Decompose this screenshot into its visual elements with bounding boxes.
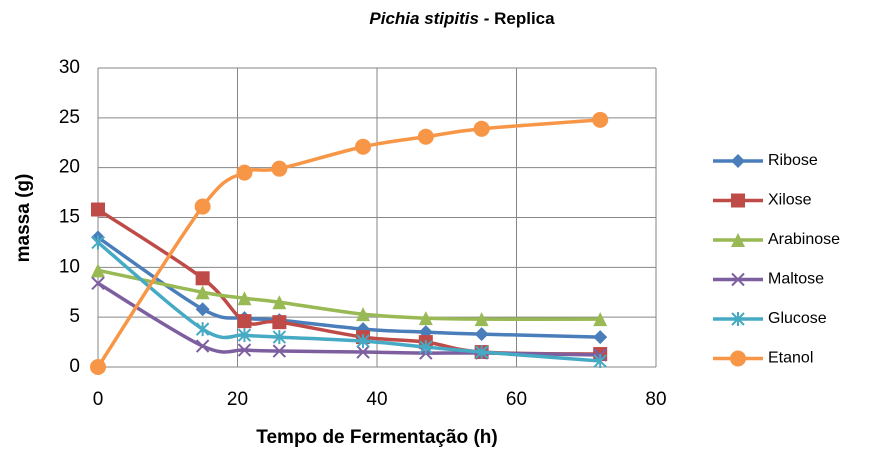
series-line	[96, 241, 601, 363]
data-point	[356, 334, 370, 349]
x-axis-title: Tempo de Fermentação (h)	[256, 427, 497, 448]
y-tick-label: 0	[69, 356, 80, 377]
data-point	[474, 345, 489, 360]
y-tick-label: 15	[59, 207, 80, 228]
data-point	[91, 202, 105, 217]
data-point	[592, 111, 609, 128]
data-point	[473, 120, 490, 137]
x-tick-label: 80	[645, 389, 666, 410]
legend-text: Arabinose	[768, 231, 840, 248]
y-tick-label: 20	[59, 157, 80, 178]
data-point	[91, 276, 105, 290]
data-point	[237, 314, 252, 329]
data-point	[355, 138, 372, 155]
y-axis-title: massa (g)	[13, 174, 34, 263]
chart-title: Pichia stipitis - Replica	[369, 9, 555, 28]
legend-marker	[731, 193, 745, 208]
y-tick-label: 25	[59, 107, 80, 128]
data-point	[356, 345, 370, 359]
data-point	[593, 330, 608, 345]
data-point	[237, 328, 252, 343]
data-point	[272, 315, 287, 330]
x-tick-label: 0	[93, 389, 104, 410]
data-point	[271, 160, 288, 177]
y-tick-label: 5	[69, 306, 80, 327]
data-point	[474, 312, 489, 327]
legend-marker	[731, 154, 745, 168]
data-point	[419, 340, 433, 355]
data-point	[237, 291, 252, 306]
data-point	[272, 330, 287, 345]
data-point	[195, 322, 210, 337]
series-line	[97, 268, 601, 321]
data-point	[195, 302, 210, 317]
data-point	[272, 344, 287, 358]
legend-text: Glucose	[768, 310, 827, 327]
y-tick-label: 30	[59, 57, 80, 78]
data-point	[272, 295, 287, 310]
data-point	[474, 327, 489, 342]
title-rest: Replica	[494, 9, 555, 28]
x-tick-label: 40	[366, 389, 387, 410]
data-point	[237, 343, 252, 357]
y-tick-label: 10	[59, 256, 80, 277]
data-point	[593, 354, 607, 369]
data-point	[417, 128, 434, 145]
data-point	[194, 198, 211, 215]
title-italic: Pichia stipitis -	[369, 9, 489, 28]
data-point	[418, 311, 433, 326]
series-line	[97, 208, 601, 356]
data-point	[91, 263, 105, 278]
data-point	[195, 285, 210, 300]
data-point	[91, 235, 105, 250]
legend-text: Xilose	[768, 192, 812, 209]
data-point	[356, 307, 371, 322]
data-point	[195, 339, 210, 353]
data-point	[195, 271, 210, 286]
data-point	[593, 312, 608, 327]
x-tick-label: 60	[506, 389, 527, 410]
legend-text: Maltose	[768, 271, 824, 288]
x-tick-label: 20	[227, 389, 248, 410]
legend-marker	[731, 312, 745, 326]
legend-marker	[730, 350, 746, 367]
data-point	[236, 164, 253, 181]
data-point	[90, 359, 106, 375]
legend-marker	[731, 233, 745, 247]
legend-text: Ribose	[768, 152, 818, 169]
legend-marker	[731, 272, 745, 287]
legend-text: Etanol	[768, 350, 813, 367]
